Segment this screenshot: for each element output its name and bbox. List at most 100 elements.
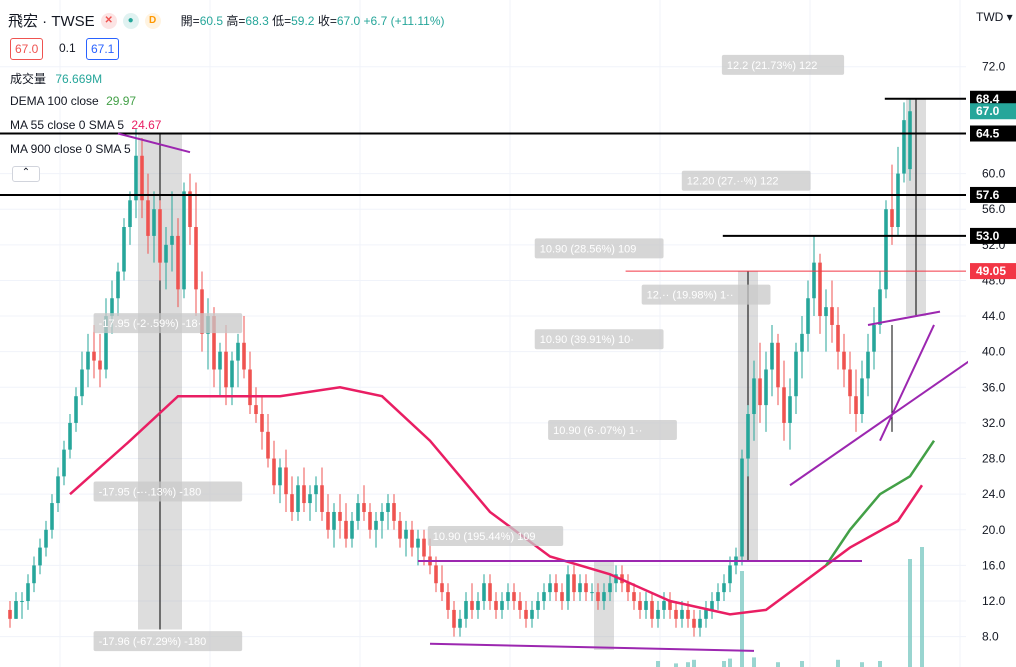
candle-body <box>62 449 66 477</box>
horizontal-lines[interactable] <box>0 97 966 272</box>
price-axis[interactable]: 72.060.056.052.048.044.040.036.032.028.0… <box>968 0 1016 667</box>
measure-label-bg <box>681 170 811 191</box>
candle-body <box>38 547 42 566</box>
close-icon[interactable]: ✕ <box>100 12 117 29</box>
volume-bar <box>656 661 660 667</box>
candle-body <box>278 467 282 486</box>
measure-labels: 12.2 (21.73%) 122 12.20 (27.··%) 122 10.90… <box>93 54 845 652</box>
volume-bar <box>674 663 678 667</box>
trend-line <box>789 359 971 487</box>
candle-body <box>830 307 834 325</box>
axis-tick: 56.0 <box>982 202 1006 216</box>
candle-body <box>626 583 630 593</box>
candle-body <box>338 511 342 521</box>
candle-body <box>440 583 444 593</box>
candle-body <box>86 351 90 370</box>
candle-body <box>230 360 234 388</box>
candle-body <box>674 609 678 619</box>
candle-body <box>644 601 648 610</box>
candle-body <box>416 538 420 548</box>
candle-body <box>380 511 384 521</box>
candle-body <box>344 520 348 539</box>
candle-body <box>332 511 336 530</box>
indicator-ma900[interactable]: MA 900 close 0 SMA 5 <box>10 142 131 156</box>
candle-body <box>266 431 270 459</box>
candle-body <box>218 351 222 370</box>
symbol-title[interactable]: 飛宏 · TWSE <box>8 13 95 30</box>
measure-label: 10.90 (28.56%) 109 <box>540 243 637 255</box>
candle-body <box>758 378 762 406</box>
candle-body <box>740 458 744 557</box>
candle-body <box>686 609 690 619</box>
symbol-header: 飛宏 · TWSE ✕ ● D 開=60.5 高=68.3 低=59.2 收=6… <box>8 10 445 31</box>
axis-tick: 28.0 <box>982 452 1006 466</box>
volume-bar <box>908 559 912 667</box>
currency-selector[interactable]: TWD ▾ <box>976 10 1013 24</box>
candle-body <box>806 298 810 334</box>
price-label-bg <box>970 90 1016 107</box>
indicator-dema[interactable]: DEMA 100 close 29.97 <box>10 94 137 108</box>
measure-label: 12.2 (21.73%) 122 <box>727 60 818 72</box>
candle-body <box>56 476 60 504</box>
axis-tick: 20.0 <box>982 523 1006 537</box>
candle-body <box>44 529 48 548</box>
axis-tick: 8.0 <box>982 630 999 644</box>
candle-body <box>518 601 522 610</box>
price-label-bg <box>970 125 1016 142</box>
delayed-badge: D <box>144 12 161 29</box>
candle-body <box>398 520 402 539</box>
candle-body <box>320 485 324 512</box>
candle-body <box>476 601 480 610</box>
candle-body <box>728 565 732 584</box>
candle-body <box>170 235 174 245</box>
candle-body <box>848 369 852 397</box>
candle-body <box>710 601 714 610</box>
price-label: 64.5 <box>976 127 1000 141</box>
candle-body <box>752 378 756 415</box>
trend-lines[interactable] <box>117 132 971 652</box>
candle-body <box>74 396 78 423</box>
measure-label-bg <box>548 420 677 441</box>
candle-body <box>122 227 126 272</box>
volume-bar <box>878 661 882 667</box>
candle-body <box>434 565 438 584</box>
candle-body <box>356 503 360 521</box>
candle-body <box>194 227 198 290</box>
candle-body <box>392 503 396 521</box>
candle-body <box>164 244 168 263</box>
candle-body <box>176 235 180 290</box>
volume-bars <box>656 547 924 667</box>
candle-body <box>722 583 726 593</box>
collapse-legend-button[interactable]: ⌃ <box>12 166 40 182</box>
candle-body <box>50 503 54 530</box>
axis-tick: 44.0 <box>982 309 1006 323</box>
measure-label: -17.95 (-2·.59%) -18· <box>99 318 202 330</box>
volume-legend[interactable]: 成交量 76.669M <box>10 72 103 86</box>
measure-label-bg <box>534 329 664 350</box>
indicator-ma55[interactable]: MA 55 close 0 SMA 5 24.67 <box>10 118 162 132</box>
measure-label-bg <box>721 54 845 75</box>
trend-line <box>867 310 941 326</box>
price-label: 57.6 <box>976 188 1000 202</box>
candle-body <box>782 387 786 423</box>
price-label: 53.0 <box>976 229 1000 243</box>
measure-label: -17.95 (-··.13%) -180 <box>99 486 202 498</box>
measure-label: -17.96 (-67.29%) -180 <box>99 636 207 648</box>
candle-body <box>716 592 720 602</box>
bid-price[interactable]: 67.0 <box>10 38 44 60</box>
candle-body <box>248 369 252 406</box>
axis-tick: 16.0 <box>982 558 1006 572</box>
ask-price[interactable]: 67.1 <box>86 38 120 60</box>
candle-body <box>788 396 792 423</box>
candle-body <box>554 583 558 593</box>
candle-body <box>8 609 12 619</box>
candle-body <box>536 601 540 610</box>
candle-body <box>908 111 912 170</box>
candle-body <box>32 565 36 584</box>
measure-label: 10.90 (195.44%) 109 <box>433 531 536 543</box>
volume-bar <box>728 658 732 667</box>
candle-body <box>152 209 156 236</box>
candle-body <box>662 601 666 610</box>
axis-tick: 12.0 <box>982 594 1006 608</box>
